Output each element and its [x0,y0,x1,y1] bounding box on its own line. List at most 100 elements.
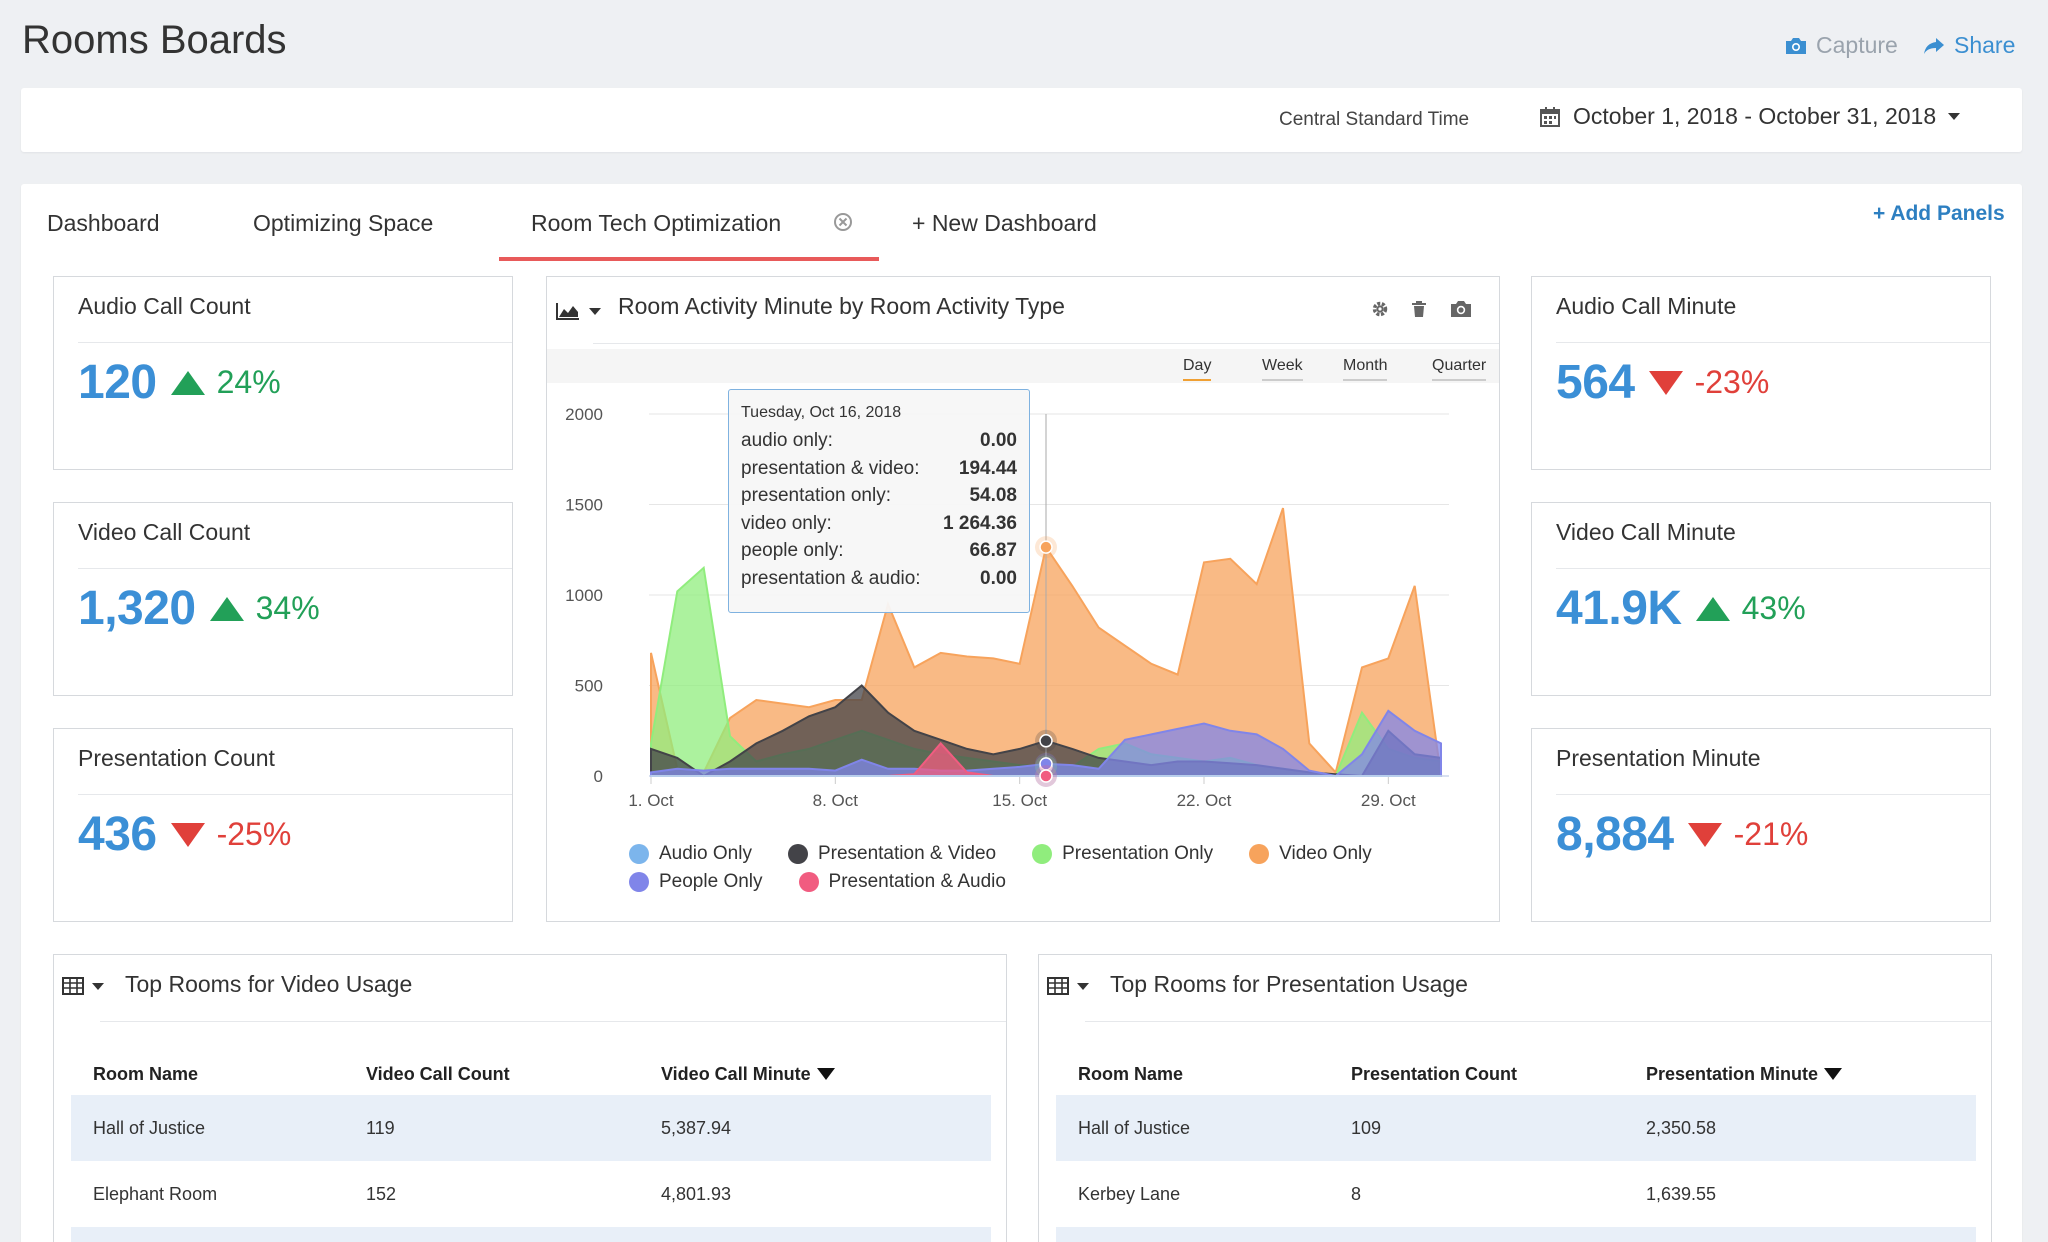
tooltip-date: Tuesday, Oct 16, 2018 [741,404,902,421]
divider [78,794,512,795]
table-row[interactable] [71,1227,991,1242]
tooltip-value: 1 264.36 [943,512,1017,534]
column-header-room-name[interactable]: Room Name [1078,1063,1184,1084]
legend-item-people-only[interactable]: People Only [629,871,763,893]
kpi-change: -21% [1733,816,1809,852]
table-type-menu[interactable] [1047,977,1089,995]
legend-item-presentation-audio[interactable]: Presentation & Audio [798,871,1006,893]
legend-item-audio-only[interactable]: Audio Only [629,843,752,865]
table-type-menu[interactable] [62,977,104,995]
table-icon [62,977,84,995]
camera-icon[interactable] [1449,299,1473,319]
table-row[interactable]: Kerbey Lane 8 1,639.55 [1056,1161,1976,1227]
tooltip-value: 66.87 [969,540,1017,561]
kpi-card-presentation-count: Presentation Count 436 -25% [53,728,513,922]
hover-marker [1039,540,1053,554]
tab-optimizing-space[interactable]: Optimizing Space [253,210,434,236]
kpi-title: Presentation Count [78,745,275,771]
cell-room-name: Elephant Room [93,1183,218,1204]
table-title: Top Rooms for Presentation Usage [1110,971,1468,997]
legend-label: Audio Only [659,843,752,864]
y-tick-label: 500 [575,677,603,696]
kpi-title: Presentation Minute [1556,745,1761,771]
kpi-card-video-call-minute: Video Call Minute 41.9K 43% [1531,502,1991,696]
cell-video-call-minute: 4,801.93 [661,1183,732,1204]
range-selector: Day Week Month Quarter [547,349,1499,383]
kpi-value: 564 [1556,356,1635,409]
range-month-button[interactable]: Month [1343,357,1388,381]
tooltip-row: audio only: 0.00 [741,430,1017,458]
chart-type-menu[interactable] [555,301,601,321]
trend-up-icon [1695,596,1730,621]
chart-legend: Audio Only Presentation & Video Presenta… [629,843,1449,893]
legend-item-presentation-video[interactable]: Presentation & Video [787,843,996,865]
kpi-title: Audio Call Minute [1556,293,1737,319]
x-tick-label: 15. Oct [992,791,1047,810]
divider [1556,342,1990,343]
table-header: Room Name Video Call Count Video Call Mi… [71,1053,991,1095]
kpi-card-video-call-count: Video Call Count 1,320 34% [53,502,513,696]
legend-item-video-only[interactable]: Video Only [1249,843,1372,865]
date-range-picker[interactable]: October 1, 2018 - October 31, 2018 [1539,103,1961,130]
add-panels-button[interactable]: + Add Panels [1873,202,2005,225]
chart-title: Room Activity Minute by Room Activity Ty… [618,293,1065,319]
share-icon [1924,37,1944,54]
share-label: Share [1954,32,2016,58]
tooltip-value: 0.00 [980,430,1017,451]
tab-room-tech-optimization[interactable]: Room Tech Optimization [531,210,782,236]
area-chart[interactable]: 0 500 1000 1500 2000 1. Oct 8. Oct 15. Oct 22. O… [547,383,1499,843]
legend-item-presentation-only[interactable]: Presentation Only [1032,843,1213,865]
close-icon[interactable] [833,212,853,232]
gear-icon[interactable] [1371,300,1389,318]
chevron-down-icon [92,982,104,990]
presentation-usage-table: Room Name Presentation Count Presentatio… [1056,1053,1976,1242]
kpi-value: 1,320 [78,582,196,635]
sort-desc-icon [1824,1068,1843,1080]
column-header-presentation-count[interactable]: Presentation Count [1351,1063,1518,1084]
cell-presentation-count: 8 [1351,1183,1362,1204]
column-header-label: Presentation Minute [1646,1063,1819,1084]
kpi-card-audio-call-count: Audio Call Count 120 24% [53,276,513,470]
area-chart-icon [556,303,579,320]
tab-new-dashboard[interactable]: + New Dashboard [912,210,1097,236]
kpi-change: -25% [216,816,292,852]
hover-marker [1039,734,1053,748]
column-header-video-call-count[interactable]: Video Call Count [366,1063,510,1084]
cell-presentation-minute: 2,350.58 [1646,1117,1717,1138]
trend-up-icon [170,370,205,395]
range-day-button[interactable]: Day [1183,357,1212,381]
dashboard-board: Dashboard Optimizing Space Room Tech Opt… [21,184,2022,1242]
table-row[interactable]: Hall of Justice 119 5,387.94 [71,1095,991,1161]
column-header-video-call-minute[interactable]: Video Call Minute [661,1064,991,1085]
series-area-people-only[interactable] [650,709,1442,778]
table-row[interactable]: Elephant Room 152 4,801.93 [71,1161,991,1227]
tooltip-value: 0.00 [980,567,1017,589]
kpi-value: 120 [78,356,157,409]
table-row[interactable] [1056,1227,1976,1242]
divider [1556,568,1990,569]
timezone-label[interactable]: Central Standard Time [1279,109,1470,130]
cell-presentation-minute: 1,639.55 [1646,1183,1717,1204]
tab-dashboard[interactable]: Dashboard [47,210,160,236]
capture-button[interactable]: Capture [1784,32,1898,59]
cell-video-call-minute: 5,387.94 [661,1117,732,1138]
table-row[interactable]: Hall of Justice 109 2,350.58 [1056,1095,1976,1161]
legend-label: People Only [659,871,763,892]
tooltip-row: people only: 66.87 [741,540,1017,568]
column-header-presentation-minute[interactable]: Presentation Minute [1646,1064,1976,1085]
x-tick-label: 8. Oct [813,791,859,810]
table-title: Top Rooms for Video Usage [125,971,413,997]
legend-label: Presentation Only [1062,843,1214,864]
calendar-icon [1540,106,1560,127]
tooltip-row: video only: 1 264.36 [741,513,1017,541]
column-header-room-name[interactable]: Room Name [93,1063,199,1084]
cell-presentation-count: 109 [1351,1117,1382,1138]
x-tick-label: 29. Oct [1361,791,1416,810]
cell-room-name: Kerbey Lane [1078,1183,1181,1204]
range-quarter-button[interactable]: Quarter [1432,357,1487,381]
capture-label: Capture [1816,32,1898,58]
trash-icon[interactable] [1411,300,1427,318]
share-button[interactable]: Share [1922,32,2015,59]
divider [78,568,512,569]
range-week-button[interactable]: Week [1262,357,1303,381]
